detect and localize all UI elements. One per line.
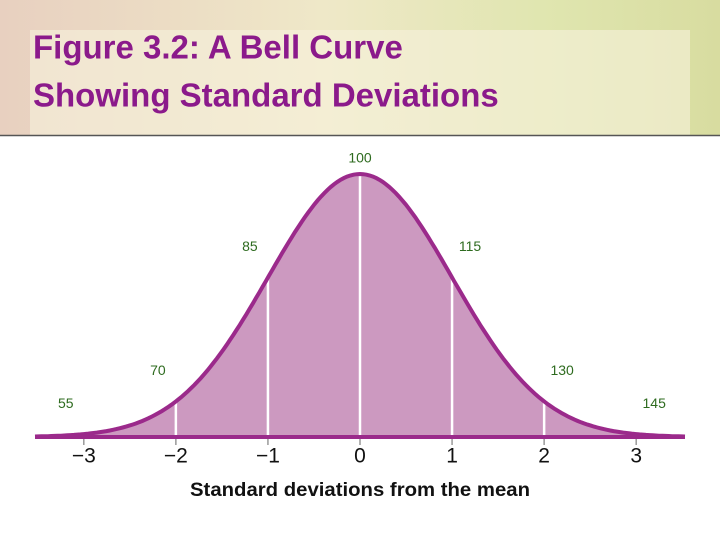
x-tick-label: 1: [446, 445, 458, 468]
header-panel: [30, 30, 690, 135]
x-tick-label: −1: [256, 445, 280, 468]
chart-subtitle: Showing Standard Deviations: [33, 77, 499, 114]
chart-title: Figure 3.2: A Bell Curve: [33, 29, 403, 66]
x-tick-label: 3: [630, 445, 642, 468]
x-axis-label: Standard deviations from the mean: [190, 480, 530, 501]
score-label: 145: [643, 395, 667, 411]
x-tick-label: 0: [354, 445, 366, 468]
score-label: 100: [348, 150, 372, 166]
score-label: 115: [459, 238, 482, 254]
x-tick-label: 2: [538, 445, 550, 468]
x-tick-label: −3: [72, 445, 96, 468]
score-label: 55: [58, 395, 74, 411]
score-label: 70: [150, 362, 166, 378]
score-label: 85: [242, 238, 258, 254]
bell-curve: [34, 171, 686, 439]
score-label: 130: [550, 362, 574, 378]
x-tick-label: −2: [164, 445, 188, 468]
